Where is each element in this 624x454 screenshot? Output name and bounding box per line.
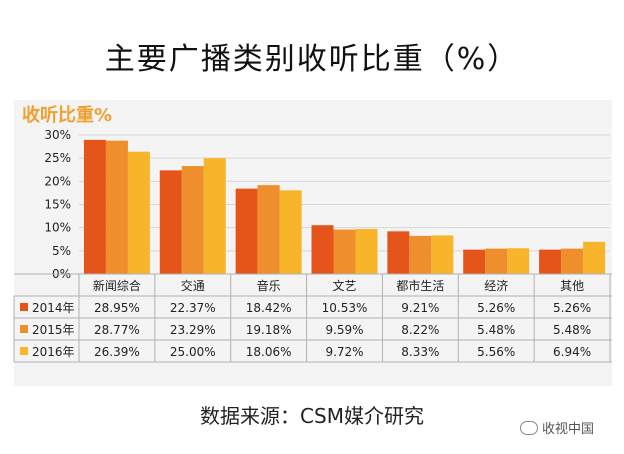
- data-label: 8.33%: [401, 345, 439, 359]
- legend-swatch: [20, 303, 28, 311]
- data-source: 数据来源：CSM媒介研究: [200, 404, 424, 428]
- data-label: 9.21%: [401, 301, 439, 315]
- data-label: 5.48%: [477, 323, 515, 337]
- bar: [257, 185, 280, 274]
- bar: [311, 225, 334, 274]
- bar: [507, 248, 530, 274]
- bar: [355, 228, 378, 274]
- bar: [235, 188, 258, 274]
- bar: [333, 229, 356, 274]
- data-label: 5.48%: [553, 323, 591, 337]
- x-category-label: 音乐: [257, 278, 281, 293]
- bar: [203, 158, 226, 274]
- legend-swatch: [20, 347, 28, 355]
- bar: [561, 248, 584, 274]
- legend-label: 2016年: [32, 345, 75, 359]
- data-label: 8.22%: [401, 323, 439, 337]
- data-label: 25.00%: [170, 345, 216, 359]
- data-label: 5.56%: [477, 345, 515, 359]
- bar: [387, 231, 410, 274]
- bar: [127, 151, 150, 274]
- x-category-label: 其他: [560, 279, 584, 293]
- data-label: 9.59%: [325, 323, 363, 337]
- wechat-icon: [520, 420, 538, 435]
- watermark-text: 收视中国: [542, 422, 595, 437]
- x-category-label: 新闻综合: [93, 278, 141, 293]
- data-label: 5.26%: [553, 301, 591, 315]
- data-label: 5.26%: [477, 301, 515, 315]
- x-category-label: 文艺: [332, 278, 356, 293]
- y-tick-label: 15%: [44, 198, 71, 212]
- bar: [83, 139, 106, 274]
- bar: [159, 170, 182, 274]
- y-axis-title: 收听比重%: [22, 105, 113, 126]
- y-tick-label: 20%: [44, 174, 71, 188]
- y-tick-label: 25%: [44, 151, 71, 165]
- bar: [539, 249, 562, 274]
- data-label: 18.42%: [246, 301, 292, 315]
- data-label: 6.94%: [553, 345, 591, 359]
- bar: [181, 166, 204, 274]
- bar: [431, 235, 454, 274]
- data-label: 28.77%: [94, 323, 140, 337]
- data-label: 9.72%: [325, 345, 363, 359]
- x-category-label: 都市生活: [396, 278, 444, 293]
- bar: [583, 241, 606, 274]
- legend-swatch: [20, 325, 28, 333]
- watermark: 收视中国: [520, 418, 594, 437]
- y-tick-label: 30%: [44, 128, 71, 142]
- data-label: 22.37%: [170, 301, 216, 315]
- legend-label: 2015年: [32, 323, 75, 337]
- x-category-label: 交通: [181, 278, 205, 293]
- data-label: 19.18%: [246, 323, 292, 337]
- data-label: 23.29%: [170, 323, 216, 337]
- data-label: 10.53%: [322, 301, 368, 315]
- bar: [463, 249, 486, 274]
- bar: [409, 235, 432, 274]
- data-label: 26.39%: [94, 345, 140, 359]
- y-tick-label: 5%: [52, 244, 71, 258]
- y-tick-label: 10%: [44, 221, 71, 235]
- bar: [279, 190, 302, 274]
- page-title: 主要广播类别收听比重（%）: [104, 42, 520, 77]
- data-label: 28.95%: [94, 301, 140, 315]
- bar: [105, 140, 128, 274]
- data-label: 18.06%: [246, 345, 292, 359]
- legend-label: 2014年: [32, 301, 75, 315]
- bar: [485, 248, 508, 274]
- x-category-label: 经济: [484, 278, 508, 293]
